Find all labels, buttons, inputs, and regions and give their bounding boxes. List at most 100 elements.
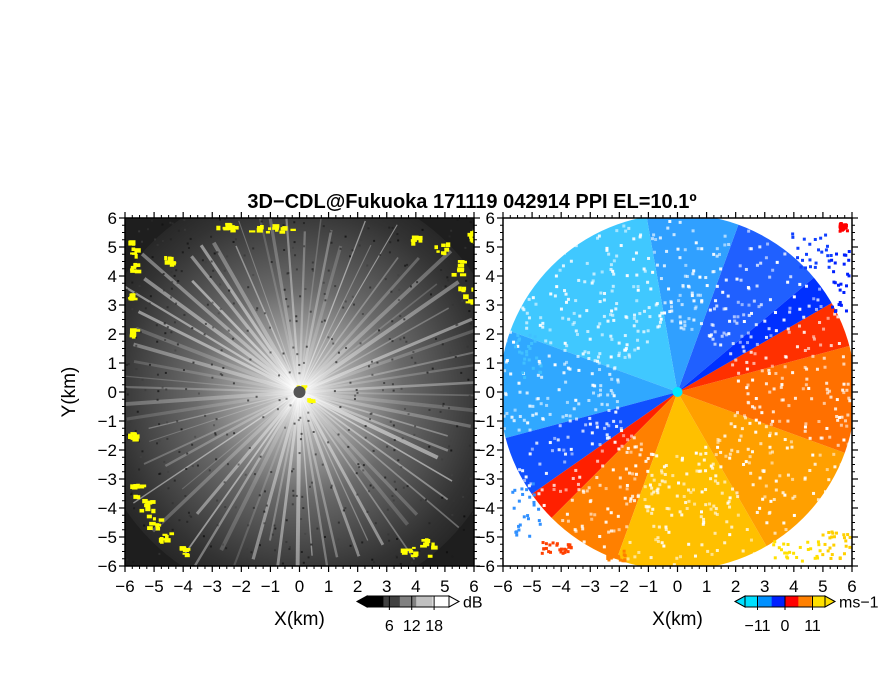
velocity-gap [714,453,718,457]
velocity-speck [847,258,851,262]
snr-high-return [418,238,423,243]
snr-ray [298,391,385,546]
snr-noise [248,447,251,450]
velocity-gap [521,306,525,310]
snr-high-return [184,553,190,558]
velocity-gap [619,420,623,424]
velocity-gap [714,474,718,478]
snr-noise [166,437,169,440]
velocity-speck [804,252,808,256]
snr-noise [175,269,178,272]
snr-ray [298,390,439,460]
velocity-gap [668,219,672,223]
velocity-colorbar-segment [771,596,786,607]
velocity-speck [842,290,846,294]
velocity-gap [740,427,744,431]
snr-noise [288,546,291,549]
snr-high-return [145,506,151,512]
velocity-gap [728,319,732,323]
snr-noise [249,358,252,361]
velocity-gap [801,387,805,391]
snr-noise [364,436,367,439]
velocity-speck [777,546,781,550]
snr-noise [330,486,333,489]
velocity-gap [598,300,602,304]
velocity-gap [769,422,773,426]
velocity-gap [505,411,509,415]
snr-noise [334,285,337,288]
velocity-speck [520,351,524,355]
snr-high-return [165,535,169,540]
velocity-gap [569,447,573,451]
velocity-gap [584,423,588,427]
velocity-gap [747,229,751,233]
velocity-gap [663,311,667,315]
velocity-gap [607,252,611,256]
velocity-gap [699,322,703,326]
velocity-speck [528,333,532,337]
velocity-gap [605,248,609,252]
snr-high-return [152,517,156,521]
snr-ray [299,390,449,452]
velocity-gap [848,399,852,403]
velocity-speck [844,539,848,543]
velocity-speck [800,559,804,563]
velocity-gap [772,498,776,502]
velocity-speck [848,545,852,549]
velocity-gap [553,294,557,298]
snr-ray [135,326,301,394]
velocity-gap [625,487,629,491]
snr-noise [428,445,431,448]
velocity-gap [576,482,580,486]
snr-noise [292,489,295,492]
snr-noise [400,387,403,390]
snr-high-return [461,289,466,293]
velocity-speck [555,542,559,546]
velocity-gap [605,246,609,250]
velocity-gap [603,291,607,295]
velocity-speck [521,492,525,496]
snr-noise [428,522,431,525]
snr-noise [307,419,310,422]
velocity-gap [609,334,613,338]
velocity-gap [593,359,597,363]
snr-noise [451,513,454,516]
snr-y-tick-label: 0 [108,383,117,402]
velocity-gap [828,435,832,439]
velocity-gap [625,450,629,454]
velocity-gap [664,525,668,529]
velocity-speck [820,250,824,254]
snr-high-return [458,267,465,271]
velocity-gap [764,425,768,429]
snr-noise [362,469,365,472]
velocity-gap [633,477,637,481]
velocity-gap [723,434,727,438]
snr-high-return [169,532,175,536]
snr-x-tick-label: 4 [411,577,420,596]
snr-x-tick-label: −2 [232,577,251,596]
velocity-gap [631,257,635,261]
snr-noise [292,468,295,471]
velocity-gap [722,307,726,311]
snr-noise [175,302,178,305]
snr-noise [154,238,157,241]
snr-noise [355,472,358,475]
snr-noise [126,393,129,396]
velocity-gap [563,348,567,352]
snr-y-tick-label: 2 [108,325,117,344]
velocity-gap [535,441,539,445]
velocity-speck [844,223,848,227]
velocity-gap [836,315,840,319]
snr-noise [148,363,151,366]
velocity-gap [714,299,718,303]
snr-noise [132,560,135,563]
snr-center-dot [293,386,306,398]
snr-noise [228,289,231,292]
velocity-gap [585,309,589,313]
velocity-gap [581,527,585,531]
velocity-gap [807,347,811,351]
velocity-speck [513,488,517,492]
velocity-gap [580,524,584,528]
snr-noise [391,358,394,361]
velocity-gap [528,428,532,432]
